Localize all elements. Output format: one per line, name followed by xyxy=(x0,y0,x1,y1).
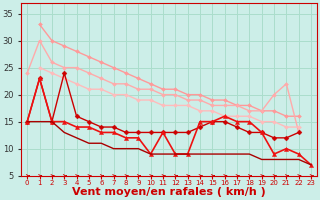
X-axis label: Vent moyen/en rafales ( km/h ): Vent moyen/en rafales ( km/h ) xyxy=(72,187,266,197)
